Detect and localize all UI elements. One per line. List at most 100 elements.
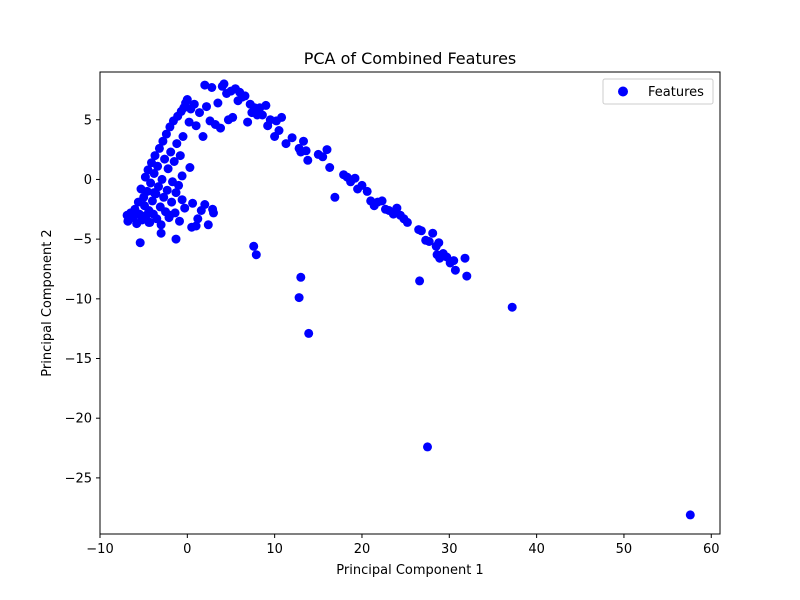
- scatter-point: [207, 83, 217, 92]
- x-axis-label: Principal Component 1: [336, 563, 483, 578]
- x-tick-label: 10: [266, 542, 283, 557]
- scatter-point: [434, 238, 444, 248]
- scatter-point: [188, 198, 198, 208]
- scatter-point: [146, 178, 156, 188]
- scatter-point: [251, 250, 261, 260]
- scatter-point: [281, 139, 291, 149]
- scatter-point: [191, 221, 201, 231]
- x-tick-label: 60: [703, 542, 720, 557]
- scatter-point: [158, 136, 168, 146]
- scatter-point: [142, 186, 152, 196]
- scatter-point: [157, 174, 167, 184]
- scatter-point: [167, 197, 177, 207]
- scatter-point: [149, 188, 159, 198]
- scatter-point: [277, 112, 287, 122]
- legend-label: Features: [648, 85, 704, 100]
- scatter-point: [304, 328, 314, 338]
- scatter-point: [175, 151, 185, 161]
- scatter-points: [122, 79, 695, 520]
- scatter-point: [362, 186, 372, 196]
- scatter-point: [299, 136, 308, 146]
- scatter-point: [171, 234, 181, 244]
- scatter-point: [180, 203, 190, 213]
- scatter-point: [174, 180, 184, 190]
- scatter-point: [216, 123, 225, 133]
- scatter-point: [154, 143, 164, 153]
- scatter-point: [200, 80, 210, 90]
- scatter-point: [140, 172, 150, 182]
- scatter-point: [449, 256, 459, 266]
- scatter-point: [685, 510, 695, 520]
- y-tick-label: −20: [65, 412, 92, 427]
- scatter-point: [243, 117, 253, 127]
- scatter-point: [191, 121, 201, 131]
- scatter-point: [274, 126, 284, 135]
- x-axis: −10 0 10 20 30 40 50 60: [86, 534, 720, 557]
- scatter-point: [160, 154, 170, 164]
- scatter-point: [424, 237, 434, 246]
- scatter-point: [182, 95, 192, 104]
- scatter-point: [416, 226, 426, 236]
- scatter-point: [287, 133, 297, 143]
- x-tick-label: 50: [616, 542, 633, 557]
- scatter-point: [189, 99, 199, 109]
- scatter-point: [257, 110, 267, 120]
- scatter-point: [162, 185, 172, 195]
- scatter-point: [150, 151, 160, 161]
- scatter-point: [135, 238, 145, 248]
- y-tick-label: −15: [65, 352, 92, 367]
- scatter-point: [149, 169, 159, 178]
- x-tick-label: −10: [86, 542, 113, 557]
- y-tick-label: −25: [65, 471, 92, 486]
- scatter-point: [303, 155, 313, 165]
- scatter-point: [294, 293, 304, 303]
- scatter-point: [153, 161, 163, 171]
- scatter-point: [198, 132, 208, 141]
- legend: Features: [602, 78, 714, 105]
- y-tick-label: −10: [65, 292, 92, 307]
- x-tick-label: 30: [441, 542, 458, 557]
- scatter-point: [392, 203, 402, 213]
- x-tick-label: 40: [528, 542, 545, 557]
- scatter-point: [240, 91, 250, 101]
- scatter-point: [172, 139, 182, 149]
- scatter-point: [357, 180, 367, 190]
- legend-box: [602, 78, 714, 105]
- scatter-point: [415, 276, 425, 286]
- scatter-point: [402, 217, 412, 227]
- scatter-point: [203, 220, 213, 230]
- scatter-point: [163, 164, 173, 174]
- scatter-point: [213, 98, 223, 108]
- y-tick-label: −5: [73, 233, 92, 248]
- scatter-point: [249, 241, 259, 251]
- plot-area: −10 0 10 20 30 40 50 60 50−5−10−15−20−25: [65, 71, 721, 557]
- scatter-point: [462, 271, 472, 281]
- scatter-point: [184, 117, 194, 127]
- chart-title: PCA of Combined Features: [304, 49, 517, 68]
- scatter-point: [318, 152, 328, 162]
- scatter-point: [202, 102, 211, 112]
- scatter-point: [175, 216, 184, 226]
- scatter-point: [261, 100, 271, 110]
- scatter-point: [193, 214, 203, 224]
- scatter-point: [156, 228, 166, 238]
- y-tick-label: 0: [84, 173, 92, 188]
- scatter-point: [178, 132, 188, 141]
- legend-marker: [618, 86, 628, 97]
- scatter-point: [228, 112, 238, 122]
- scatter-point: [166, 147, 176, 157]
- scatter-point: [177, 171, 187, 181]
- scatter-point: [169, 157, 179, 166]
- scatter-point: [159, 192, 169, 202]
- scatter-point: [122, 210, 132, 220]
- scatter-point: [171, 188, 181, 198]
- scatter-point: [219, 79, 229, 89]
- scatter-point: [423, 442, 432, 452]
- scatter-point: [450, 265, 460, 275]
- scatter-point: [330, 192, 340, 202]
- scatter-point: [322, 145, 332, 155]
- y-axis-label: Principal Component 2: [40, 229, 55, 376]
- scatter-point: [195, 108, 204, 118]
- scatter-point: [325, 163, 335, 172]
